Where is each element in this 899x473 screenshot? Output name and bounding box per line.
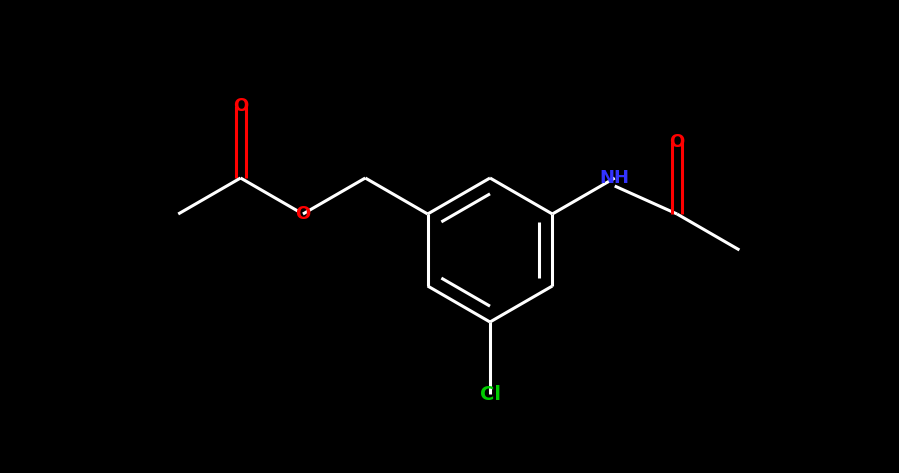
Text: O: O: [670, 133, 685, 151]
Text: NH: NH: [600, 169, 629, 187]
Text: O: O: [233, 97, 248, 115]
Text: Cl: Cl: [479, 385, 501, 403]
Text: O: O: [295, 205, 310, 223]
